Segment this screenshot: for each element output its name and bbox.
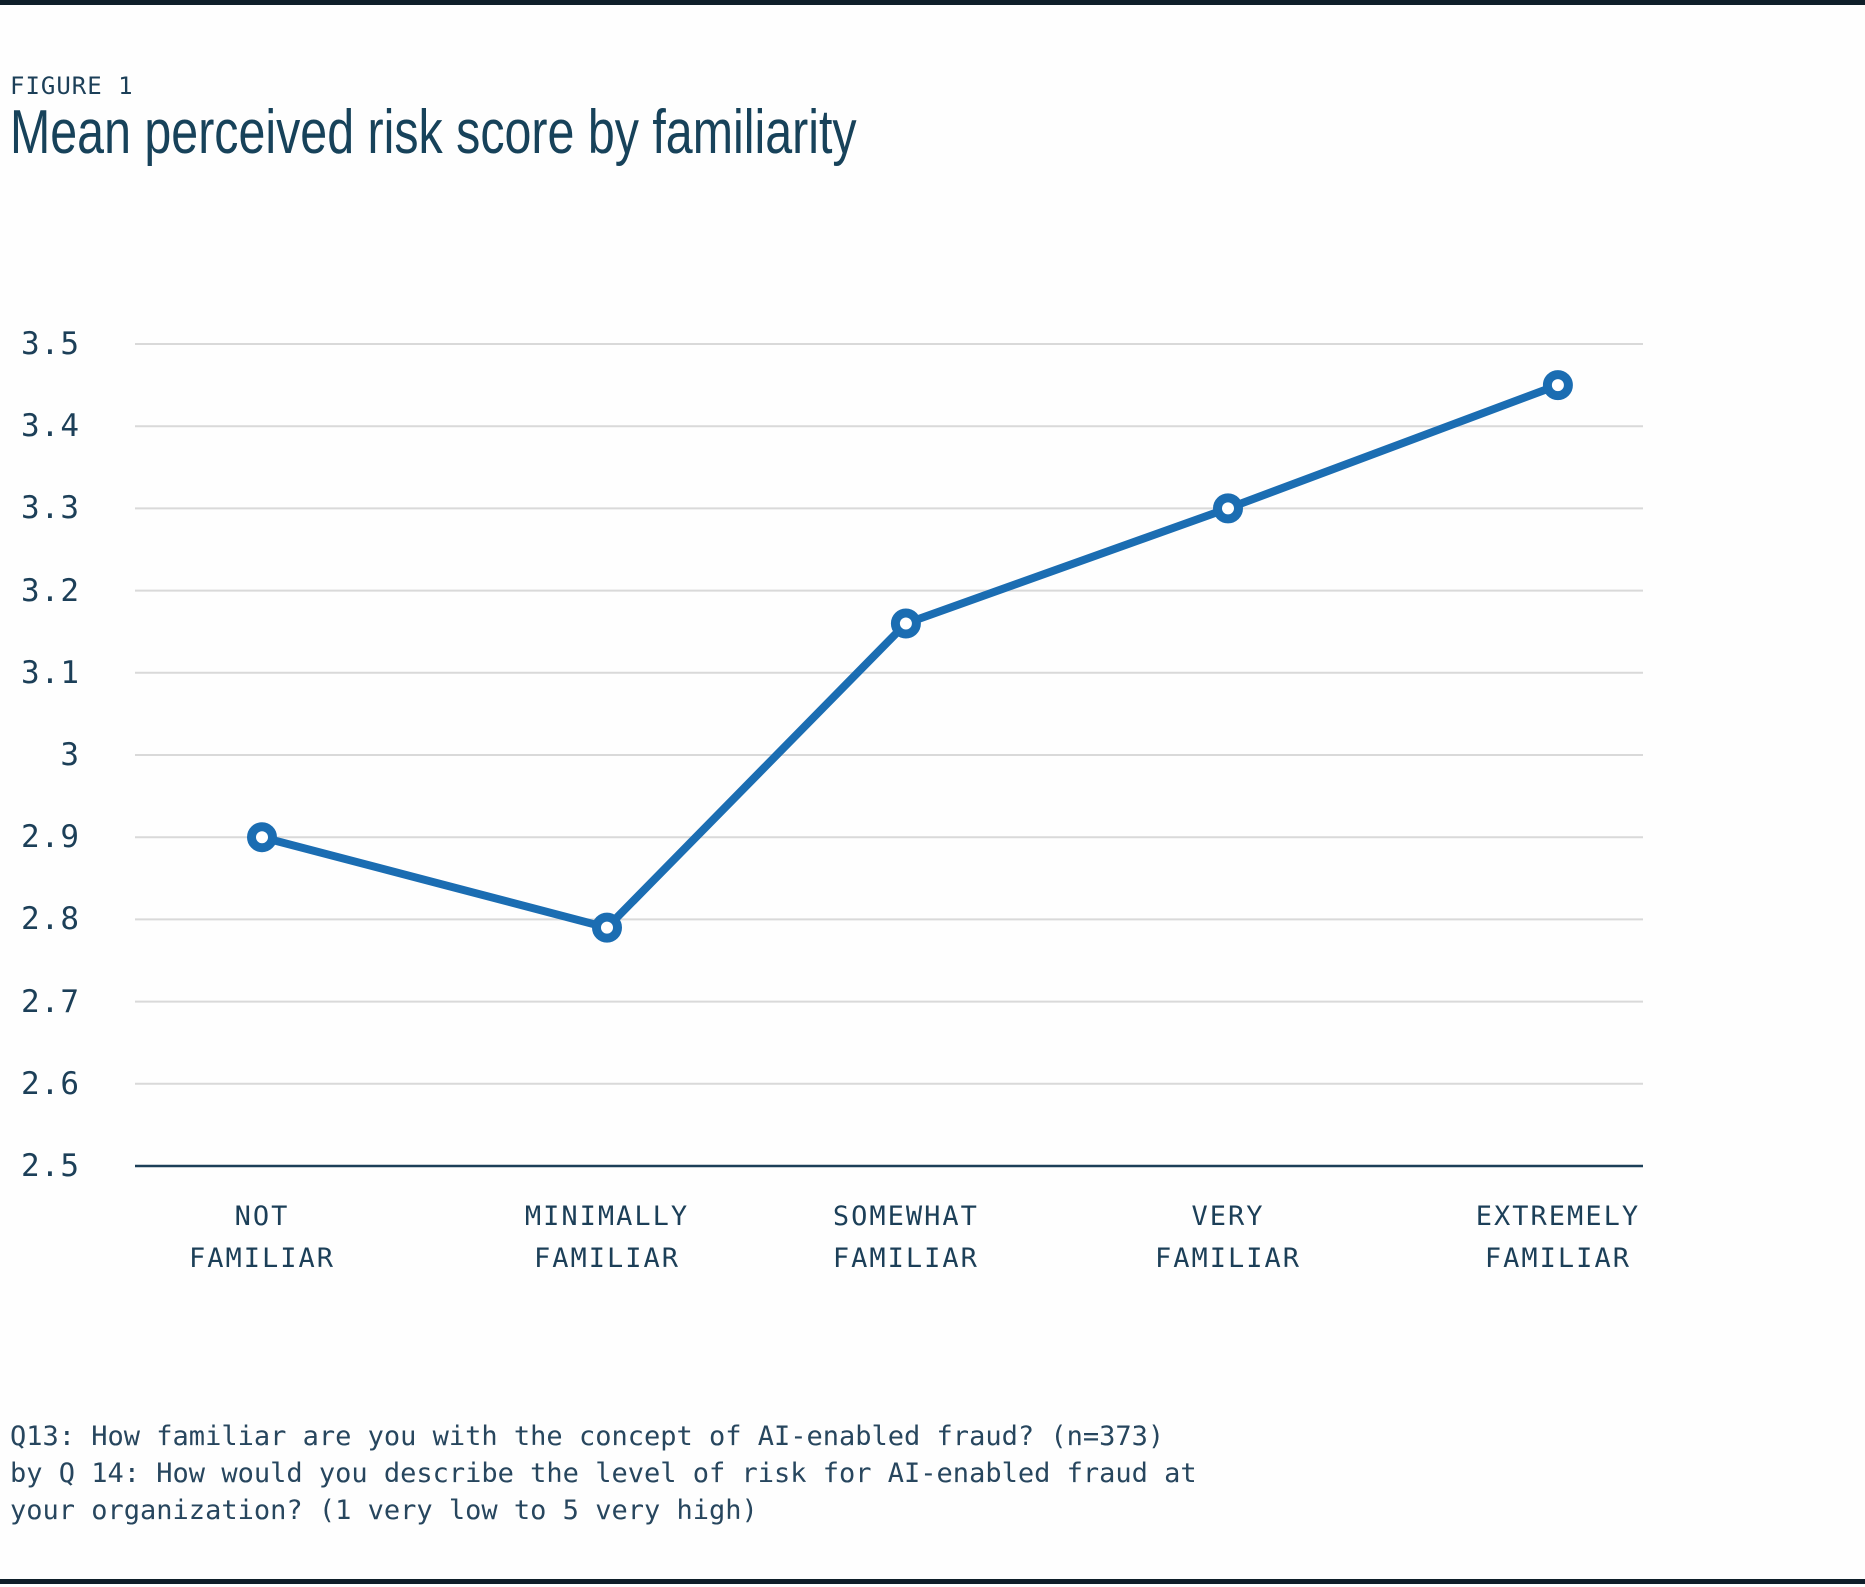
footnote-line: Q13: How familiar are you with the conce… <box>10 1421 1165 1452</box>
x-axis-category-label: NOT FAMILIAR <box>189 1196 335 1280</box>
y-axis-tick-label: 2.9 <box>21 819 80 856</box>
x-axis-category-label: MINIMALLY FAMILIAR <box>525 1196 689 1280</box>
risk-score-trend-line <box>258 381 1562 932</box>
figure-number-label: FIGURE 1 <box>10 72 134 100</box>
x-axis-category-label-line: SOMEWHAT <box>832 1201 979 1232</box>
data-point-marker <box>1542 370 1573 401</box>
y-axis-tick-label: 3.2 <box>21 572 80 609</box>
y-axis-tick-label: 2.7 <box>21 983 80 1020</box>
x-axis-category-label-line: FAMILIAR <box>1154 1243 1302 1274</box>
bottom-rule-divider <box>0 1579 1865 1584</box>
y-axis-tick-label: 2.8 <box>21 901 80 938</box>
data-point-marker <box>592 912 622 943</box>
y-axis-tick-label: 3.3 <box>21 490 80 527</box>
y-axis-tick-label: 3 <box>60 737 80 773</box>
data-point-marker <box>1213 493 1243 524</box>
x-axis-category-label-line: FAMILIAR <box>188 1243 335 1274</box>
x-axis-category-label: VERY FAMILIAR <box>1155 1196 1301 1280</box>
y-axis-tick-label: 2.6 <box>21 1065 80 1102</box>
x-axis-category-label: EXTREMELY FAMILIAR <box>1476 1196 1640 1280</box>
x-axis-category-label: SOMEWHAT FAMILIAR <box>833 1196 979 1280</box>
y-axis-tick-label: 3.1 <box>21 654 80 691</box>
footnote-line: by Q 14: How would you describe the leve… <box>10 1458 1197 1489</box>
x-axis-category-label-line: FAMILIAR <box>1484 1243 1631 1274</box>
survey-question-footnote: Q13: How familiar are you with the conce… <box>10 1418 1197 1529</box>
x-axis-category-label-line: EXTREMELY <box>1475 1201 1641 1232</box>
top-rule-divider <box>0 0 1865 5</box>
data-point-marker <box>247 822 277 853</box>
line-chart-plot-area <box>135 343 1643 1168</box>
chart-title: Mean perceived risk score by familiarity <box>10 98 857 167</box>
y-axis-tick-label: 3.5 <box>21 326 80 362</box>
x-axis-category-label-line: NOT <box>234 1201 290 1232</box>
data-point-marker <box>890 608 921 639</box>
x-axis-category-label-line: FAMILIAR <box>832 1243 979 1274</box>
footnote-line: your organization? (1 very low to 5 very… <box>10 1495 758 1526</box>
y-axis-tick-label: 2.5 <box>21 1148 80 1184</box>
x-axis-category-label-line: VERY <box>1191 1201 1265 1232</box>
x-axis-category-label-line: FAMILIAR <box>533 1243 681 1274</box>
x-axis-category-label-line: MINIMALLY <box>524 1201 690 1232</box>
y-axis-tick-label: 3.4 <box>21 408 80 445</box>
